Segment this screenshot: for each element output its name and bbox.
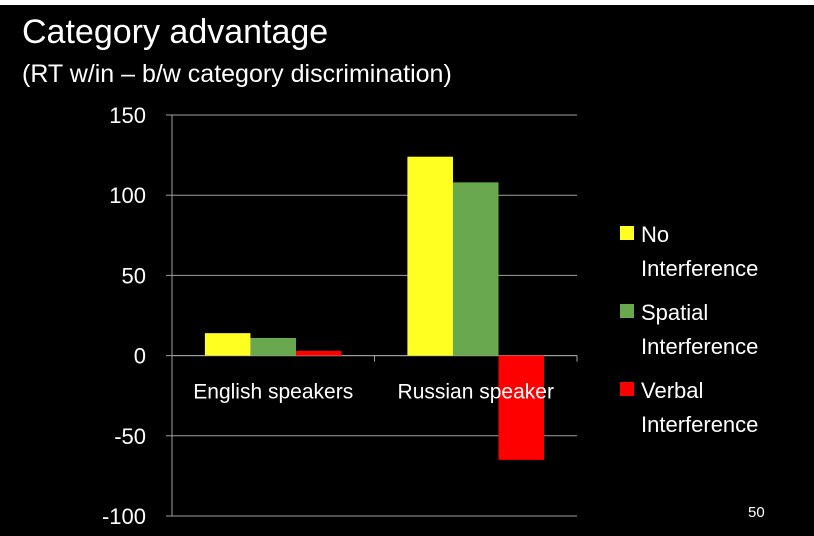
bar-no-1 [407,156,453,356]
bar-spatial-0 [250,337,297,356]
legend-label-line: Interference [641,256,758,281]
legend-label-line: Interference [641,334,758,359]
bar-verbal-0 [296,350,342,356]
y-tick-label: 100 [109,183,146,208]
legend-label: Spatial Interference [641,300,758,359]
bar-spatial-1 [452,182,499,356]
legend-label: No Interference [641,222,758,281]
legend-swatch [620,226,634,240]
bar-verbal-1 [498,355,545,460]
legend-label: Verbal Interference [641,378,758,437]
y-tick-label: 50 [122,263,146,288]
y-tick-label: -50 [114,424,146,449]
y-tick-label: 150 [109,103,146,128]
legend-swatch [620,382,634,396]
chart-title: Category advantage [22,13,329,51]
legend-label-line: Spatial [641,300,708,325]
legend-swatch [620,304,634,318]
y-tick-label: 0 [134,344,146,369]
category-label: English speakers [193,381,353,404]
bar-no-0 [204,333,251,356]
chart-subtitle: (RT w/in – b/w category discrimination) [22,60,452,88]
legend-label-line: Interference [641,412,758,437]
y-tick-label: -100 [102,504,146,529]
category-label: Russian speaker [398,381,554,404]
slide-number: 50 [748,504,765,521]
legend-label-line: No [641,222,669,247]
top-border [0,0,814,5]
legend-label-line: Verbal [641,378,703,403]
